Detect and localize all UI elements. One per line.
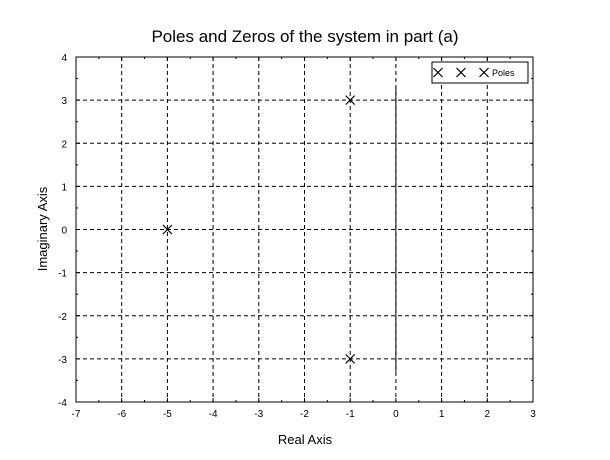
legend-box (431, 61, 529, 84)
x-tick-label: 3 (530, 409, 536, 420)
x-tick-label: -3 (254, 409, 263, 420)
x-marker-stroke (162, 224, 173, 235)
legend: Poles (431, 61, 529, 84)
y-tick-label: -1 (58, 269, 67, 280)
y-axis-label: Imaginary Axis (35, 186, 50, 271)
x-marker-stroke (345, 353, 356, 364)
x-tick-label: 0 (393, 409, 399, 420)
y-tick-label: 0 (61, 226, 67, 237)
x-tick-label: -1 (346, 409, 355, 420)
legend-marker (433, 67, 443, 78)
y-tick-label: 2 (61, 139, 67, 150)
x-tick-label: -7 (72, 409, 81, 420)
y-tick-label: 1 (61, 182, 67, 193)
x-marker-stroke (479, 67, 489, 78)
data-points (162, 95, 356, 364)
axis-ticks: -7 -6 -5 -4 -3 -2 -1 0 1 2 3 -4 -3 -2 -1 0 1 2 3 4 (58, 53, 536, 420)
x-tick-label: -2 (300, 409, 309, 420)
pole-point (345, 353, 356, 364)
legend-label: Poles (492, 68, 515, 78)
chart-title: Poles and Zeros of the system in part (a… (151, 27, 458, 46)
y-tick-label: 4 (61, 53, 67, 64)
legend-marker (479, 67, 489, 78)
y-tick-label: -3 (58, 355, 67, 366)
y-tick-label: -2 (58, 312, 67, 323)
grid-lines (76, 57, 533, 402)
pole-point (162, 224, 173, 235)
pole-point (345, 95, 356, 106)
y-tick-label: -4 (58, 398, 67, 409)
y-tick-label: 3 (61, 96, 67, 107)
x-tick-label: 1 (439, 409, 445, 420)
legend-marker (456, 67, 466, 78)
x-tick-label: 2 (485, 409, 491, 420)
x-tick-label: -6 (117, 409, 126, 420)
x-marker-stroke (345, 95, 356, 106)
x-tick-label: -4 (209, 409, 218, 420)
x-axis-label: Real Axis (278, 432, 333, 447)
x-marker-stroke (433, 67, 443, 78)
x-marker-stroke (456, 67, 466, 78)
x-tick-label: -5 (163, 409, 172, 420)
